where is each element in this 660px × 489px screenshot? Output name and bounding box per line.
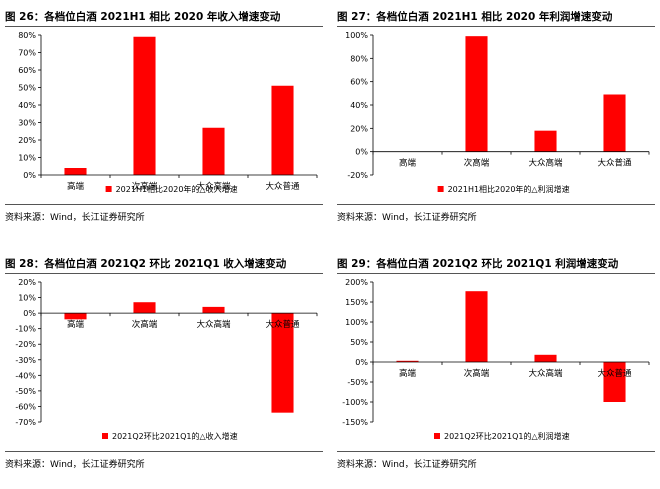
y-tick-label: 0%	[355, 148, 368, 157]
y-tick-label: 0%	[355, 358, 368, 367]
source-note: 资料来源：Wind，长江证券研究所	[337, 213, 477, 223]
bar	[64, 168, 87, 175]
source-note: 资料来源：Wind，长江证券研究所	[337, 460, 477, 470]
bar	[133, 36, 156, 175]
y-tick-label: 20%	[18, 136, 36, 145]
chart-panel-fig28: 图 28：各档位白酒 2021Q2 环比 2021Q1 收入增速变动 -70% -…	[5, 252, 323, 487]
y-tick-label: -30%	[15, 356, 36, 365]
legend-label: 2021H1相比2020年的△收入增速	[116, 184, 238, 194]
y-tick-label: 150%	[345, 298, 368, 307]
y-tick-label: 10%	[18, 294, 36, 303]
x-tick-label: 大众高端	[528, 158, 563, 169]
bar	[603, 362, 626, 402]
y-tick-label: -50%	[347, 378, 368, 387]
bar	[534, 130, 557, 152]
legend-label: 2021H1相比2020年的△利润增速	[448, 184, 570, 194]
title-rule	[337, 26, 655, 27]
y-tick-label: -100%	[342, 398, 368, 407]
source-rule	[337, 204, 655, 205]
chart-title: 图 26：各档位白酒 2021H1 相比 2020 年收入增速变动	[5, 11, 281, 23]
bar	[465, 36, 488, 152]
legend-swatch	[102, 433, 108, 439]
x-tick-label: 大众高端	[528, 368, 563, 379]
y-tick-label: 30%	[18, 119, 36, 128]
x-tick-label: 大众普通	[265, 181, 300, 192]
x-tick-label: 大众高端	[196, 181, 231, 192]
legend-label: 2021Q2环比2021Q1的△收入增速	[112, 431, 238, 441]
chart-panel-fig29: 图 29：各档位白酒 2021Q2 环比 2021Q1 利润增速变动 -150%…	[337, 252, 655, 487]
bar	[271, 313, 294, 413]
x-tick-label: 高端	[67, 319, 85, 330]
y-tick-label: 100%	[345, 318, 368, 327]
legend-label: 2021Q2环比2021Q1的△利润增速	[444, 431, 570, 441]
source-rule	[5, 451, 323, 452]
y-tick-label: -20%	[15, 340, 36, 349]
bar-chart: 0% 10% 20% 30% 40% 50% 60% 70% 80% 高端 次高端 大众高端 大众普通 2…	[18, 31, 318, 194]
x-tick-label: 大众普通	[597, 158, 632, 169]
title-rule	[337, 273, 655, 274]
y-tick-label: 0%	[23, 171, 36, 180]
bar-chart: -20% 0% 20% 40% 60% 80% 100% 高端 次高端 大众高端 大众普通 2021H…	[345, 31, 650, 194]
bar	[64, 313, 87, 320]
y-tick-label: -50%	[15, 387, 36, 396]
y-tick-label: 100%	[345, 31, 368, 40]
y-tick-label: -60%	[15, 402, 36, 411]
bar	[534, 354, 557, 362]
x-tick-label: 次高端	[132, 181, 158, 192]
bar	[396, 360, 419, 362]
y-tick-label: 80%	[350, 54, 368, 63]
chart-panel-fig26: 图 26：各档位白酒 2021H1 相比 2020 年收入增速变动 0% 10% 2…	[5, 5, 323, 240]
bar	[133, 302, 156, 314]
y-tick-label: 60%	[18, 66, 36, 75]
legend-swatch	[437, 186, 444, 192]
bar-chart: -150% -100% -50% 0% 50% 100% 150% 200% 高端 次高端 大众高端…	[342, 278, 650, 441]
y-tick-label: -150%	[342, 418, 368, 427]
bar	[202, 127, 225, 175]
source-note: 资料来源：Wind，长江证券研究所	[5, 213, 145, 223]
bar	[465, 291, 488, 362]
chart-panel-fig27: 图 27：各档位白酒 2021H1 相比 2020 年利润增速变动 -20% 0%…	[337, 5, 655, 240]
legend-swatch	[434, 433, 440, 439]
bar	[202, 306, 225, 314]
x-tick-label: 高端	[399, 158, 417, 169]
title-rule	[5, 273, 323, 274]
legend-swatch	[105, 186, 112, 192]
y-tick-label: -10%	[15, 325, 36, 334]
y-tick-label: 40%	[18, 101, 36, 110]
y-tick-label: 200%	[345, 278, 368, 287]
y-tick-label: 0%	[23, 309, 36, 318]
x-tick-label: 高端	[399, 368, 417, 379]
chart-title: 图 28：各档位白酒 2021Q2 环比 2021Q1 收入增速变动	[5, 258, 287, 270]
bar-chart: -70% -60% -50% -40% -30% -20% -10% 0% 10% 20% 高端 次高…	[15, 278, 318, 441]
title-rule	[5, 26, 323, 27]
y-tick-label: 20%	[350, 124, 368, 133]
x-tick-label: 次高端	[132, 319, 158, 330]
y-tick-label: -20%	[347, 171, 368, 180]
x-tick-label: 次高端	[464, 368, 490, 379]
y-tick-label: 10%	[18, 154, 36, 163]
chart-title: 图 27：各档位白酒 2021H1 相比 2020 年利润增速变动	[337, 11, 613, 23]
y-tick-label: 50%	[350, 338, 368, 347]
x-tick-label: 大众高端	[196, 319, 231, 330]
x-tick-label: 高端	[67, 181, 85, 192]
y-tick-label: 60%	[350, 78, 368, 87]
x-tick-label: 大众普通	[597, 368, 632, 379]
y-tick-label: 70%	[18, 49, 36, 58]
x-tick-label: 次高端	[464, 158, 490, 169]
y-tick-label: 20%	[18, 278, 36, 287]
source-rule	[337, 451, 655, 452]
chart-title: 图 29：各档位白酒 2021Q2 环比 2021Q1 利润增速变动	[337, 258, 619, 270]
x-tick-label: 大众普通	[265, 319, 300, 330]
y-tick-label: 40%	[350, 101, 368, 110]
y-tick-label: -40%	[15, 371, 36, 380]
bar	[271, 85, 294, 175]
y-tick-label: 80%	[18, 31, 36, 40]
bar	[603, 94, 626, 152]
y-tick-label: 50%	[18, 84, 36, 93]
source-rule	[5, 204, 323, 205]
y-tick-label: -70%	[15, 418, 36, 427]
source-note: 资料来源：Wind，长江证券研究所	[5, 460, 145, 470]
